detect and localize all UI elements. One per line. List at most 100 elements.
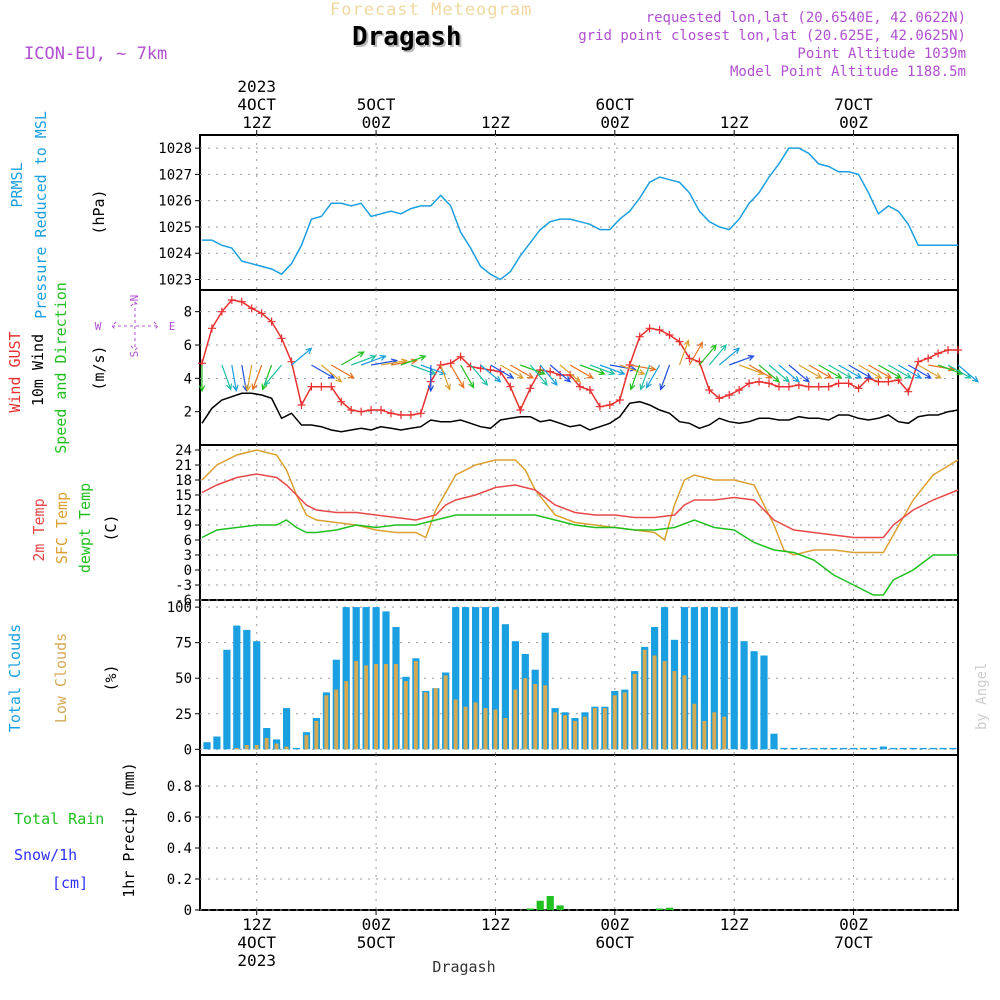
low-cloud-bar — [563, 715, 567, 750]
footer-label: Dragash — [432, 958, 495, 976]
y-tick-label: 0.4 — [167, 841, 192, 857]
gust-point-marker — [317, 382, 326, 391]
low-cloud-bar — [543, 685, 548, 750]
total-cloud-bar — [929, 747, 937, 750]
low-cloud-bar — [334, 689, 339, 750]
wind-direction-arrow — [470, 364, 489, 386]
wind-direction-arrow — [888, 364, 913, 379]
y-tick-label: 50 — [175, 671, 192, 687]
low-cloud-bar — [324, 695, 329, 750]
total-cloud-bar — [462, 607, 470, 750]
low-cloud-bar — [254, 745, 259, 750]
total-cloud-bar — [830, 747, 838, 750]
gust-point-marker — [207, 324, 216, 333]
gust-point-marker — [665, 331, 674, 339]
temp-2m-line — [201, 473, 959, 539]
top-time-label: 00Z — [839, 113, 868, 132]
bottom-time-label: 12Z — [242, 915, 271, 934]
wind-direction-arrow — [340, 351, 365, 366]
wind-direction-arrow — [330, 364, 355, 379]
gust-point-marker — [914, 357, 923, 366]
precip-unit-label: 1hr Precip (mm) — [120, 762, 138, 897]
wind-direction-arrow — [427, 365, 434, 393]
gust-point-marker — [755, 377, 764, 386]
pressure-label-1: PRMSL — [8, 162, 26, 207]
wind-gust-line — [201, 299, 958, 416]
y-tick-label: 4 — [184, 371, 192, 387]
y-tick-label: 6 — [184, 533, 192, 549]
total-cloud-bar — [949, 747, 957, 750]
low-cloud-bar — [523, 678, 528, 750]
wind-direction-arrow — [311, 364, 336, 379]
marks-layer — [197, 147, 979, 910]
total-cloud-bar — [253, 641, 261, 750]
model-altitude: Model Point Altitude 1188.5m — [729, 64, 966, 80]
gust-point-marker — [347, 406, 356, 414]
low-cloud-bar — [513, 689, 518, 750]
low-cloud-bar — [264, 737, 269, 750]
y-tick-label: 1025 — [158, 220, 192, 236]
gust-point-marker — [705, 386, 714, 394]
top-time-label: 00Z — [362, 113, 391, 132]
bottom-time-label: 7OCT — [834, 933, 873, 952]
total-clouds-label: Total Clouds — [6, 624, 24, 732]
wind-direction-arrow — [678, 339, 690, 366]
dewpoint-line — [201, 514, 958, 596]
gust-point-marker — [416, 409, 425, 418]
y-tick-label: 8 — [184, 305, 192, 321]
total-cloud-bar — [223, 649, 231, 750]
bottom-time-label: 12Z — [720, 915, 749, 934]
low-cloud-bar — [602, 708, 607, 750]
gust-point-marker — [367, 406, 376, 414]
total-cloud-bar — [690, 607, 698, 750]
gust-point-marker — [854, 384, 863, 393]
gust-point-marker — [377, 406, 386, 414]
wind-direction-label: Speed and Direction — [52, 282, 70, 454]
credit-label: by Angel — [974, 663, 990, 730]
total-cloud-bar — [292, 747, 301, 750]
top-time-label: 12Z — [481, 113, 510, 132]
gust-point-marker — [884, 377, 893, 386]
gust-point-marker — [585, 386, 594, 394]
wind-direction-arrow — [748, 364, 773, 379]
wind-direction-arrow — [907, 364, 932, 379]
top-time-label: 2023 — [237, 77, 276, 96]
y-tick-label: 1023 — [158, 272, 192, 288]
y-tick-label: 75 — [175, 636, 192, 652]
bottom-time-label: 00Z — [600, 915, 629, 934]
panel-frame-1 — [199, 134, 959, 291]
gust-point-marker — [934, 349, 943, 358]
low-clouds-label: Low Clouds — [52, 633, 70, 723]
total-cloud-bar — [481, 607, 490, 750]
wind-direction-arrow — [440, 364, 451, 391]
total-cloud-bar — [859, 747, 868, 750]
gust-point-marker — [874, 377, 883, 386]
sfc-temp-label: SFC Temp — [53, 492, 71, 564]
wind-direction-arrow — [350, 354, 377, 366]
low-cloud-bar — [284, 746, 289, 750]
total-cloud-bar — [840, 747, 848, 750]
total-cloud-bar — [850, 747, 858, 750]
gust-point-marker — [456, 352, 465, 361]
gust-point-marker — [675, 337, 684, 346]
wind-direction-arrow — [728, 354, 755, 366]
gust-point-marker — [615, 396, 624, 404]
low-cloud-bar — [364, 665, 369, 750]
total-cloud-bar — [790, 747, 798, 750]
total-cloud-bar — [203, 742, 211, 750]
top-time-label: 12Z — [720, 113, 749, 132]
gust-point-marker — [944, 346, 953, 354]
total-cloud-bar — [889, 747, 897, 750]
total-cloud-bar — [700, 607, 708, 750]
wind-direction-arrow — [708, 344, 727, 366]
gust-point-marker — [386, 409, 395, 418]
gust-point-marker — [784, 382, 793, 391]
low-cloud-bar — [413, 661, 418, 750]
low-cloud-bar — [612, 695, 617, 750]
gust-point-marker — [506, 382, 515, 391]
snow-label: Snow/1h — [14, 846, 77, 864]
gust-point-marker — [745, 379, 754, 388]
wind-direction-arrow — [261, 364, 273, 391]
total-cloud-bar — [899, 747, 907, 750]
low-cloud-bar — [672, 671, 677, 750]
